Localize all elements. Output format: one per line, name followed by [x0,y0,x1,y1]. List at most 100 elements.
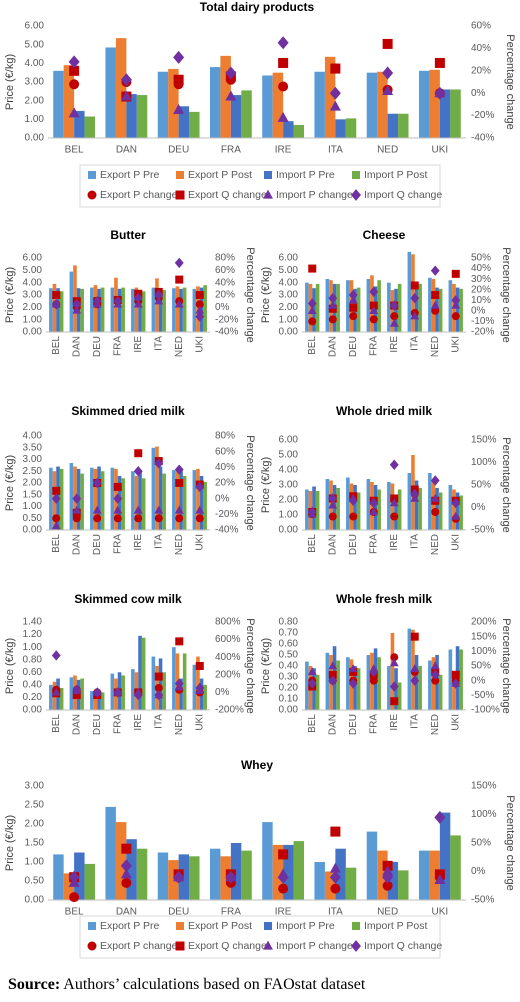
change-marker [120,73,132,87]
bar [387,482,391,530]
change-marker [328,315,337,324]
change-marker [113,687,123,698]
change-marker [328,512,337,521]
y-tick-label: 0.00 [23,705,43,716]
change-marker [349,303,358,312]
bar [155,446,159,530]
change-marker [120,859,132,873]
bar [398,870,409,900]
y-tick-label: 1.00 [23,642,43,653]
bar [345,118,357,138]
y-tick-label: 0.00 [23,327,43,338]
legend-label: Export P Post [188,169,252,181]
x-tick-label: NED [430,534,441,555]
y2-tick-label: 40% [471,43,491,54]
source-note: Source: Authors’ calculations based on F… [8,976,365,994]
change-marker [369,301,378,310]
bar [308,283,313,332]
bar [397,682,402,710]
y2-tick-label: 80% [215,253,235,264]
change-marker [329,86,341,100]
y2-tick-label: -10% [471,316,494,327]
y2-tick-label: -40% [215,525,238,536]
y2-tick-label: 50% [471,253,491,264]
legend-label: Import P Post [364,920,427,932]
bar [126,94,137,138]
change-marker [195,291,204,299]
bar [93,285,98,332]
change-marker [369,507,379,516]
y-tick-label: 3.00 [279,480,299,491]
change-marker [369,306,379,315]
bar [390,290,395,332]
bar [431,482,436,530]
legend-label: Export Q change [188,189,267,201]
change-marker [307,506,317,518]
y2-tick-label: 0% [471,88,486,99]
chart-title: Skimmed cow milk [74,592,182,606]
change-marker [225,66,237,80]
bar [131,288,135,332]
x-tick-label: BEL [51,534,62,553]
bar [262,75,273,138]
change-marker [278,57,289,68]
bar [209,67,221,138]
legend-swatch [88,171,96,179]
y2-tick-label: 800% [215,617,241,628]
x-tick-label: DEU [92,714,103,735]
bar [450,835,461,900]
change-marker [431,306,440,315]
y2-tick-label: 0% [471,502,486,513]
change-marker [410,292,420,304]
y2-tick-label: 150% [471,781,497,792]
y2-tick-label: 50% [471,838,491,849]
bar [141,291,146,332]
bar [151,447,156,530]
bar [90,691,94,710]
x-tick-label: NED [430,336,441,357]
legend-label: Export P change [100,189,178,201]
y2-tick-label: 150% [471,435,497,446]
legend-swatch [264,171,272,179]
change-marker [410,632,419,641]
change-marker [278,81,289,92]
change-marker [349,512,358,521]
bar [429,850,440,900]
change-marker [328,292,338,304]
change-marker [307,678,317,689]
change-marker [195,505,205,514]
y2-axis-title: Percentage change [504,34,516,129]
bar [397,489,402,530]
y-tick-label: 5.00 [279,450,299,461]
change-marker [328,493,338,504]
change-marker [389,498,399,507]
bar [353,666,357,710]
bar [192,470,197,530]
legend-swatch [264,922,272,930]
y-tick-label: 1.50 [23,489,43,500]
y2-tick-label: -20% [215,314,238,325]
x-tick-label: FRA [368,336,379,356]
bar [335,119,346,138]
y-tick-label: 2.00 [25,95,45,106]
bar [63,65,75,138]
change-marker [434,874,446,885]
change-marker [308,317,317,326]
x-tick-label: ITA [409,336,420,351]
y-axis-title: Price (€/kg) [4,267,16,323]
y-tick-label: 4.00 [279,277,299,288]
x-tick-label: DEU [92,336,103,357]
bar [438,674,443,710]
bar [93,468,98,530]
y-tick-label: 3.00 [25,781,45,792]
bar [418,666,422,710]
change-marker [329,862,341,873]
change-marker [434,810,446,824]
bar [141,478,146,530]
x-tick-label: UKI [432,907,449,918]
bar [356,492,361,530]
change-marker [410,311,420,320]
x-tick-label: UKI [194,336,205,353]
y-tick-label: 2.00 [279,302,299,313]
x-tick-label: ITA [328,907,343,918]
